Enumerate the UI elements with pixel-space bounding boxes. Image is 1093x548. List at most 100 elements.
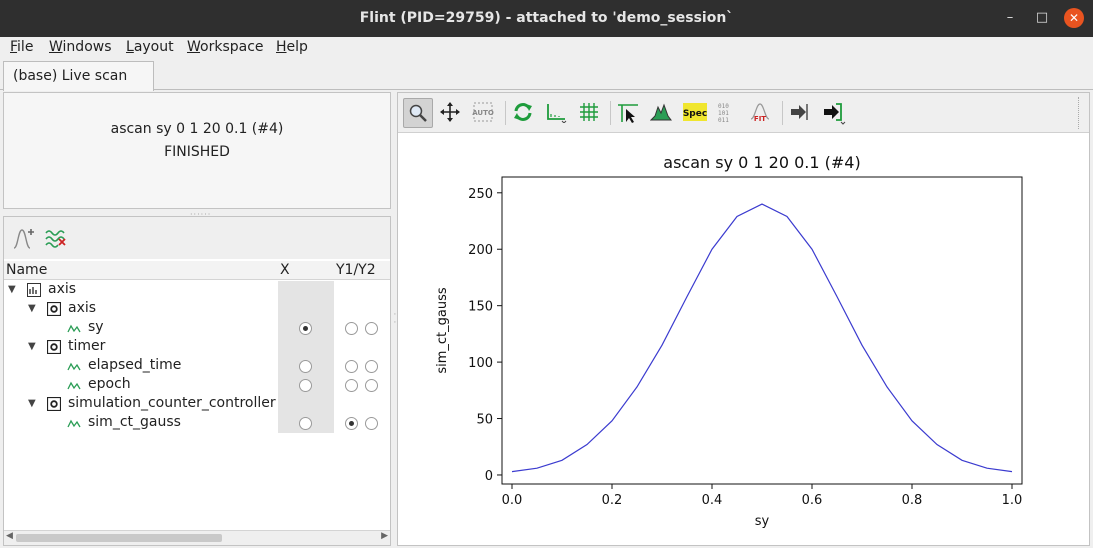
- menu-help[interactable]: Help: [276, 39, 308, 55]
- auto-label: AUTO: [472, 109, 494, 117]
- chevron-down-icon[interactable]: ▼: [28, 398, 36, 409]
- tab-live-scan[interactable]: (base) Live scan: [3, 61, 154, 91]
- y-axis: 0 50 100 150 200 250: [468, 187, 502, 484]
- tree-row-label: epoch: [88, 376, 131, 392]
- menu-bar: File Windows Layout Workspace Help: [0, 37, 1093, 59]
- x-axis-radio[interactable]: [299, 322, 312, 335]
- tree-row-sim-ct-gauss[interactable]: sim_ct_gauss: [4, 414, 390, 433]
- y2-axis-radio[interactable]: [365, 417, 378, 430]
- column-name[interactable]: Name: [6, 262, 48, 278]
- tree-toolbar: [4, 217, 390, 259]
- fit-icon[interactable]: FIT: [746, 98, 776, 128]
- menu-workspace[interactable]: Workspace: [187, 39, 264, 55]
- tree-row-timer[interactable]: ▼ timer: [4, 338, 390, 357]
- chart-title: ascan sy 0 1 20 0.1 (#4): [663, 153, 860, 172]
- y-tick-label: 0: [485, 469, 493, 484]
- y-tick-label: 100: [468, 356, 493, 371]
- x-axis: 0.0 0.2 0.4 0.6 0.8 1.0: [502, 484, 1023, 508]
- device-icon: [46, 396, 62, 412]
- y1-axis-radio[interactable]: [345, 360, 358, 373]
- x-axis-radio[interactable]: [299, 417, 312, 430]
- channel-icon: [67, 359, 81, 373]
- window-title: Flint (PID=29759) - attached to 'demo_se…: [359, 10, 734, 26]
- axis-scale-icon[interactable]: [542, 98, 572, 128]
- chevron-down-icon[interactable]: ▼: [8, 284, 16, 295]
- scroll-right-icon[interactable]: ▶: [381, 531, 388, 541]
- x-column-highlight: [278, 281, 334, 433]
- tree-row-sy[interactable]: sy: [4, 319, 390, 338]
- pan-icon[interactable]: [436, 98, 466, 128]
- export-menu-icon[interactable]: [819, 98, 849, 128]
- export-icon[interactable]: [786, 98, 816, 128]
- close-icon[interactable]: ✕: [1064, 8, 1084, 28]
- y1-axis-radio[interactable]: [345, 417, 358, 430]
- horizontal-scrollbar[interactable]: ◀ ▶: [4, 530, 390, 545]
- series-line: [511, 203, 1013, 473]
- statistics-icon[interactable]: [647, 98, 677, 128]
- y-tick-label: 50: [476, 413, 493, 428]
- marker-icon[interactable]: [614, 98, 644, 128]
- y2-axis-radio[interactable]: [365, 322, 378, 335]
- zoom-icon[interactable]: [403, 98, 433, 128]
- remove-curves-icon[interactable]: [44, 226, 68, 250]
- x-tick-label: 1.0: [1002, 493, 1023, 508]
- toolbar-separator: [610, 101, 611, 125]
- tree-row-epoch[interactable]: epoch: [4, 376, 390, 395]
- x-tick-label: 0.2: [602, 493, 623, 508]
- raw-data-icon[interactable]: 010 101 011: [713, 98, 743, 128]
- channel-icon: [67, 321, 81, 335]
- y-tick-label: 200: [468, 243, 493, 258]
- toolbar-separator: [782, 101, 783, 125]
- scan-status: FINISHED: [164, 144, 230, 160]
- x-axis-radio[interactable]: [299, 379, 312, 392]
- y-tick-label: 150: [468, 300, 493, 315]
- splitter-handle[interactable]: ······: [190, 210, 212, 219]
- y2-axis-radio[interactable]: [365, 360, 378, 373]
- menu-file[interactable]: File: [10, 39, 34, 55]
- tree-row-label: axis: [68, 300, 97, 316]
- tree-row-axis-device[interactable]: ▼ axis: [4, 300, 390, 319]
- window-titlebar: Flint (PID=29759) - attached to 'demo_se…: [0, 0, 1093, 37]
- channel-icon: [67, 378, 81, 392]
- tree-row-axis-group[interactable]: ▼ axis: [4, 281, 390, 300]
- grid-icon[interactable]: [575, 98, 605, 128]
- axis-group-icon: [27, 283, 41, 297]
- device-icon: [46, 301, 62, 317]
- x-axis-label: sy: [755, 514, 770, 529]
- tree-header: Name X Y1/Y2: [4, 261, 390, 280]
- y1-axis-radio[interactable]: [345, 379, 358, 392]
- plot-area: [501, 176, 1023, 485]
- tree-row-label: simulation_counter_controller: [68, 395, 276, 411]
- spec-icon[interactable]: Spec: [680, 98, 710, 128]
- maximize-icon[interactable]: □: [1035, 10, 1049, 25]
- device-icon: [46, 339, 62, 355]
- tree-row-label: elapsed_time: [88, 357, 182, 373]
- channel-tree-panel: Name X Y1/Y2 ▼ axis ▼ axis sy ▼ timer: [3, 216, 391, 546]
- channel-icon: [67, 416, 81, 430]
- menu-layout[interactable]: Layout: [126, 39, 174, 55]
- tree-row-elapsed-time[interactable]: elapsed_time: [4, 357, 390, 376]
- x-tick-label: 0.4: [702, 493, 723, 508]
- x-tick-label: 0.0: [502, 493, 523, 508]
- scrollbar-thumb[interactable]: [16, 534, 222, 542]
- tree-row-simulation-counter-controller[interactable]: ▼ simulation_counter_controller: [4, 395, 390, 414]
- toolbar-separator: [505, 101, 506, 125]
- x-axis-radio[interactable]: [299, 360, 312, 373]
- add-curve-icon[interactable]: [12, 226, 36, 250]
- y2-axis-radio[interactable]: [365, 379, 378, 392]
- y1-axis-radio[interactable]: [345, 322, 358, 335]
- tree-row-label: sy: [88, 319, 104, 335]
- chevron-down-icon[interactable]: ▼: [28, 341, 36, 352]
- minimize-icon[interactable]: –: [1006, 10, 1014, 25]
- x-tick-label: 0.8: [902, 493, 923, 508]
- auto-scale-icon[interactable]: AUTO: [469, 98, 499, 128]
- scan-info-panel: ascan sy 0 1 20 0.1 (#4) FINISHED: [3, 92, 391, 209]
- plot-canvas[interactable]: ascan sy 0 1 20 0.1 (#4) 0.0 0.2 0.4 0.6 0.8…: [398, 134, 1089, 545]
- chevron-down-icon[interactable]: ▼: [28, 303, 36, 314]
- refresh-icon[interactable]: [509, 98, 539, 128]
- column-y[interactable]: Y1/Y2: [336, 262, 376, 278]
- column-x[interactable]: X: [280, 262, 290, 278]
- scroll-left-icon[interactable]: ◀: [6, 531, 13, 541]
- menu-windows[interactable]: Windows: [49, 39, 112, 55]
- raw-label-top: 010: [718, 103, 729, 110]
